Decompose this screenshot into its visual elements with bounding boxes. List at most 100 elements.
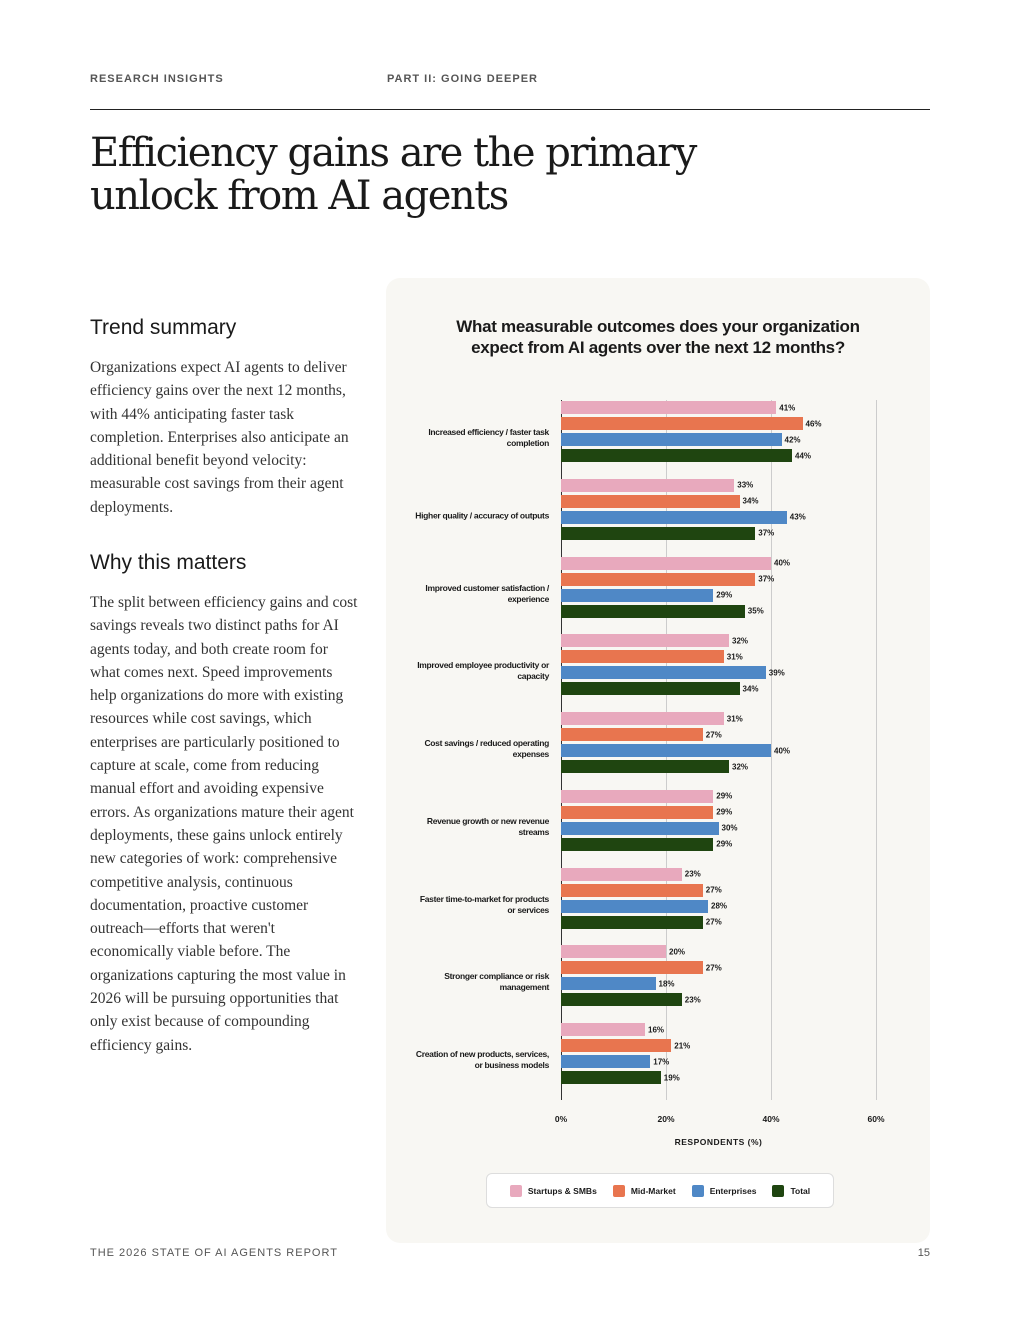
value-label: 41% xyxy=(779,403,796,412)
value-label: 29% xyxy=(716,807,733,817)
bar xyxy=(561,728,703,742)
value-label: 17% xyxy=(653,1057,670,1067)
bar xyxy=(561,1071,661,1085)
page-number: 15 xyxy=(917,1247,930,1259)
legend-swatch xyxy=(612,1184,625,1197)
value-label: 27% xyxy=(705,917,722,927)
section-heading: Trend summary xyxy=(90,316,237,339)
bar xyxy=(561,650,724,664)
bar xyxy=(561,915,703,929)
value-label: 46% xyxy=(805,419,822,428)
category-label: Higher quality / accuracy of outputs xyxy=(415,510,549,521)
value-label: 34% xyxy=(742,496,759,506)
legend-label: Startups & SMBs xyxy=(527,1185,597,1196)
legend-item: Total xyxy=(772,1184,811,1197)
value-label: 20% xyxy=(669,947,686,957)
value-label: 27% xyxy=(705,885,722,895)
value-label: 40% xyxy=(774,558,791,568)
bar xyxy=(561,1039,672,1053)
bar xyxy=(561,449,792,462)
category-label: Stronger compliance or risk management xyxy=(444,971,549,993)
legend-item: Mid-Market xyxy=(612,1184,676,1197)
bar xyxy=(561,572,756,586)
bar xyxy=(561,899,708,913)
section-text: The split between efficiency gains and c… xyxy=(90,594,358,1054)
value-label: 31% xyxy=(726,714,743,724)
bar xyxy=(561,961,703,975)
legend: Startups & SMBs Mid-Market Enterprises Tota… xyxy=(486,1173,834,1208)
value-label: 19% xyxy=(663,1073,680,1083)
bar xyxy=(561,744,771,758)
value-label: 34% xyxy=(742,684,759,694)
bar xyxy=(561,1023,645,1037)
bar xyxy=(561,634,729,648)
value-label: 23% xyxy=(684,995,701,1005)
value-label: 29% xyxy=(716,590,733,600)
value-label: 30% xyxy=(721,823,738,833)
value-label: 37% xyxy=(758,528,775,538)
x-tick-label: 60% xyxy=(867,1114,885,1124)
bar xyxy=(561,821,719,835)
category-label: Creation of new products, services, or b… xyxy=(415,1049,549,1071)
value-label: 42% xyxy=(784,435,801,444)
value-label: 40% xyxy=(774,746,791,756)
category-label: Increased efficiency / faster task compl… xyxy=(428,427,549,448)
bar xyxy=(561,977,656,991)
grid-line xyxy=(876,400,877,1100)
legend-item: Enterprises xyxy=(691,1184,757,1197)
value-label: 28% xyxy=(711,901,728,911)
value-label: 39% xyxy=(768,668,785,678)
bar xyxy=(561,478,735,492)
category-label: Faster time-to-market for products or se… xyxy=(419,893,549,915)
legend-swatch xyxy=(772,1184,785,1197)
header-rule xyxy=(90,109,930,110)
header-section: RESEARCH INSIGHTS xyxy=(90,73,224,85)
bar xyxy=(561,666,766,680)
value-label: 35% xyxy=(747,606,764,616)
value-label: 18% xyxy=(658,979,675,989)
legend-label: Total xyxy=(790,1185,811,1196)
value-label: 32% xyxy=(732,762,749,772)
bar xyxy=(561,556,771,570)
chart-title: What measurable outcomes does your organ… xyxy=(456,317,860,357)
value-label: 16% xyxy=(648,1025,665,1035)
legend-label: Mid-Market xyxy=(630,1185,676,1196)
bar xyxy=(561,682,740,696)
bar xyxy=(561,526,756,540)
legend-swatch xyxy=(509,1184,522,1197)
value-label: 31% xyxy=(726,652,743,662)
section-text: Organizations expect AI agents to delive… xyxy=(90,359,349,516)
value-label: 27% xyxy=(705,730,722,740)
value-label: 23% xyxy=(684,869,701,879)
x-tick-label: 20% xyxy=(657,1114,675,1124)
x-tick-label: 0% xyxy=(554,1114,568,1124)
bar xyxy=(561,494,740,508)
bar xyxy=(561,789,714,803)
x-tick-label: 40% xyxy=(762,1114,780,1124)
page-title: Efficiency gains are the primary unlock … xyxy=(90,130,697,219)
value-label: 32% xyxy=(732,636,749,646)
value-label: 37% xyxy=(758,574,775,584)
value-label: 27% xyxy=(705,963,722,973)
bar xyxy=(561,417,803,430)
value-label: 43% xyxy=(789,512,806,522)
bar xyxy=(561,1055,651,1069)
category-label: Improved customer satisfaction / experie… xyxy=(425,582,549,604)
bar xyxy=(561,604,745,618)
section-heading: Why this matters xyxy=(90,551,247,574)
footer-report: THE 2026 STATE OF AI AGENTS REPORT xyxy=(90,1247,338,1259)
header-part: PART II: GOING DEEPER xyxy=(387,73,538,85)
value-label: 33% xyxy=(737,480,754,490)
bar xyxy=(561,510,787,524)
legend-swatch xyxy=(691,1184,704,1197)
bar xyxy=(561,993,682,1007)
bar xyxy=(561,588,714,602)
value-label: 29% xyxy=(716,839,733,849)
bar xyxy=(561,837,714,851)
value-label: 29% xyxy=(716,791,733,801)
legend-item: Startups & SMBs xyxy=(509,1184,597,1197)
bar xyxy=(561,945,666,959)
legend-label: Enterprises xyxy=(709,1185,757,1196)
grid-line xyxy=(771,400,772,1100)
